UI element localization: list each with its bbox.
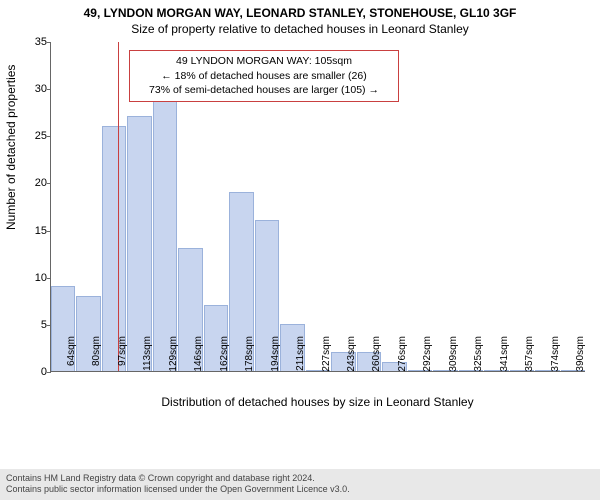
annotation-line3: 73% of semi-detached houses are larger (… [136,83,392,98]
x-tick-label: 243sqm [346,336,357,380]
bar [127,116,151,371]
x-tick-label: 390sqm [575,336,586,380]
chart-container: 49, LYNDON MORGAN WAY, LEONARD STANLEY, … [0,0,600,500]
y-tick-mark [47,325,51,326]
x-tick-label: 260sqm [371,336,382,380]
x-tick-label: 162sqm [219,336,230,380]
x-tick-label: 129sqm [168,336,179,380]
x-tick-label: 276sqm [397,336,408,380]
footer: Contains HM Land Registry data © Crown c… [0,469,600,500]
y-tick-label: 5 [21,319,47,331]
chart-area: 49 LYNDON MORGAN WAY: 105sqm ← 18% of de… [50,42,585,437]
x-tick-label: 341sqm [499,336,510,380]
annotation-line1: 49 LYNDON MORGAN WAY: 105sqm [136,54,392,69]
page-title: 49, LYNDON MORGAN WAY, LEONARD STANLEY, … [0,0,600,20]
x-tick-label: 309sqm [448,336,459,380]
x-tick-label: 325sqm [473,336,484,380]
y-tick-mark [47,89,51,90]
y-tick-label: 25 [21,130,47,142]
x-tick-label: 97sqm [117,336,128,380]
x-tick-label: 113sqm [142,336,153,380]
x-tick-label: 357sqm [524,336,535,380]
x-tick-label: 80sqm [91,336,102,380]
x-tick-label: 178sqm [244,336,255,380]
x-axis-label: Distribution of detached houses by size … [50,395,585,409]
y-tick-label: 15 [21,225,47,237]
y-tick-label: 0 [21,366,47,378]
marker-line [118,42,119,371]
y-tick-label: 10 [21,272,47,284]
y-tick-mark [47,42,51,43]
y-axis-label: Number of detached properties [4,65,18,230]
y-tick-label: 35 [21,36,47,48]
y-tick-label: 30 [21,83,47,95]
x-tick-label: 64sqm [66,336,77,380]
x-tick-label: 146sqm [193,336,204,380]
y-tick-label: 20 [21,177,47,189]
y-tick-mark [47,278,51,279]
annotation-box: 49 LYNDON MORGAN WAY: 105sqm ← 18% of de… [129,50,399,102]
x-tick-label: 292sqm [422,336,433,380]
x-tick-label: 194sqm [270,336,281,380]
y-tick-mark [47,231,51,232]
annotation-line2: ← 18% of detached houses are smaller (26… [136,69,392,84]
x-tick-label: 211sqm [295,336,306,380]
bar [102,126,126,371]
plot-area: 49 LYNDON MORGAN WAY: 105sqm ← 18% of de… [50,42,585,372]
footer-line2: Contains public sector information licen… [6,484,594,496]
y-tick-mark [47,183,51,184]
footer-line1: Contains HM Land Registry data © Crown c… [6,473,594,485]
bar [153,98,177,371]
x-tick-label: 374sqm [550,336,561,380]
x-tick-label: 227sqm [321,336,332,380]
y-tick-mark [47,372,51,373]
chart-subtitle: Size of property relative to detached ho… [0,20,600,36]
y-tick-mark [47,136,51,137]
